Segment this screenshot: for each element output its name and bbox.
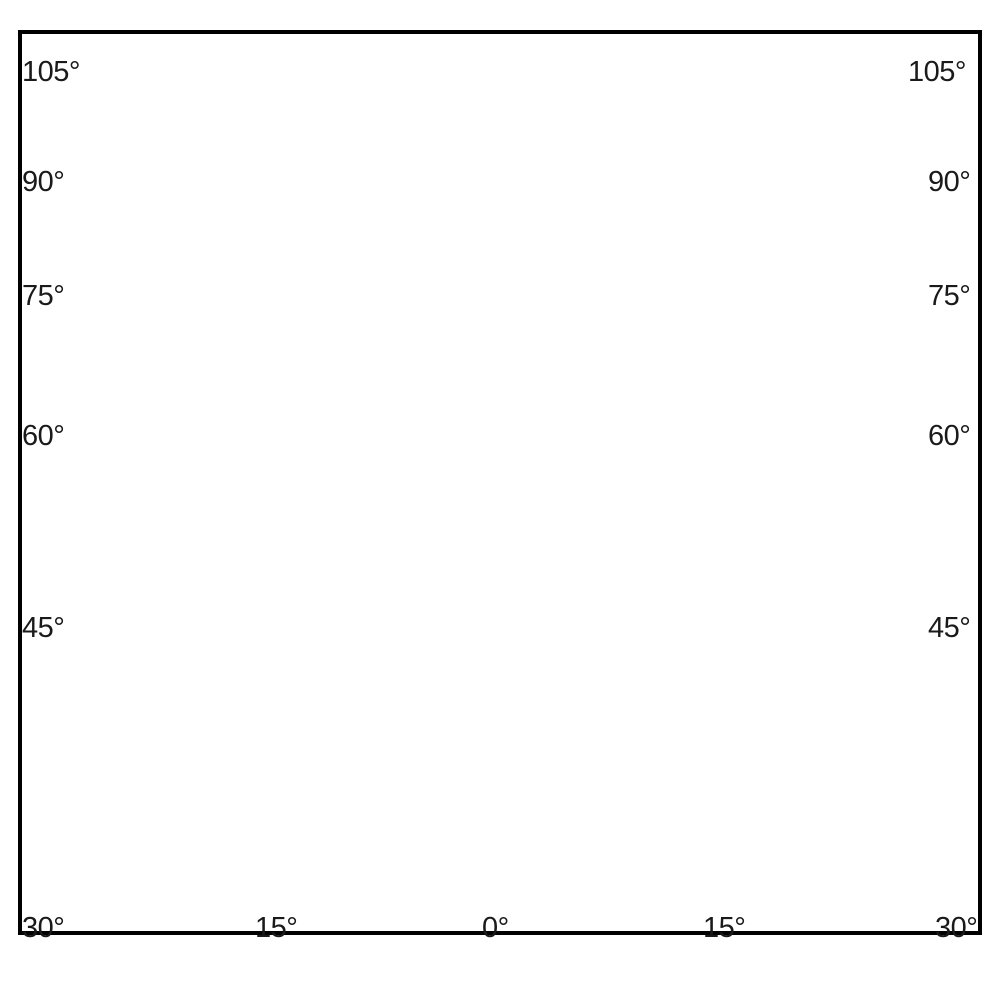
- angle-label-bottom-2: 0°: [482, 912, 509, 944]
- angle-label-right-0: 105°: [908, 56, 966, 88]
- angle-label-bottom-1: 15°: [255, 912, 298, 944]
- angle-label-right-3: 60°: [928, 420, 971, 452]
- plot-frame-border: [18, 30, 982, 935]
- angle-label-bottom-0: 30°: [22, 912, 65, 944]
- angle-label-right-2: 75°: [928, 280, 971, 312]
- angle-label-right-4: 45°: [928, 612, 971, 644]
- angle-label-left-1: 90°: [22, 166, 65, 198]
- angle-label-left-0: 105°: [22, 56, 80, 88]
- angle-label-left-2: 75°: [22, 280, 65, 312]
- angle-label-left-3: 60°: [22, 420, 65, 452]
- angle-label-left-4: 45°: [22, 612, 65, 644]
- angle-label-bottom-4: 30°: [935, 912, 978, 944]
- angle-label-bottom-3: 15°: [703, 912, 746, 944]
- angle-label-right-1: 90°: [928, 166, 971, 198]
